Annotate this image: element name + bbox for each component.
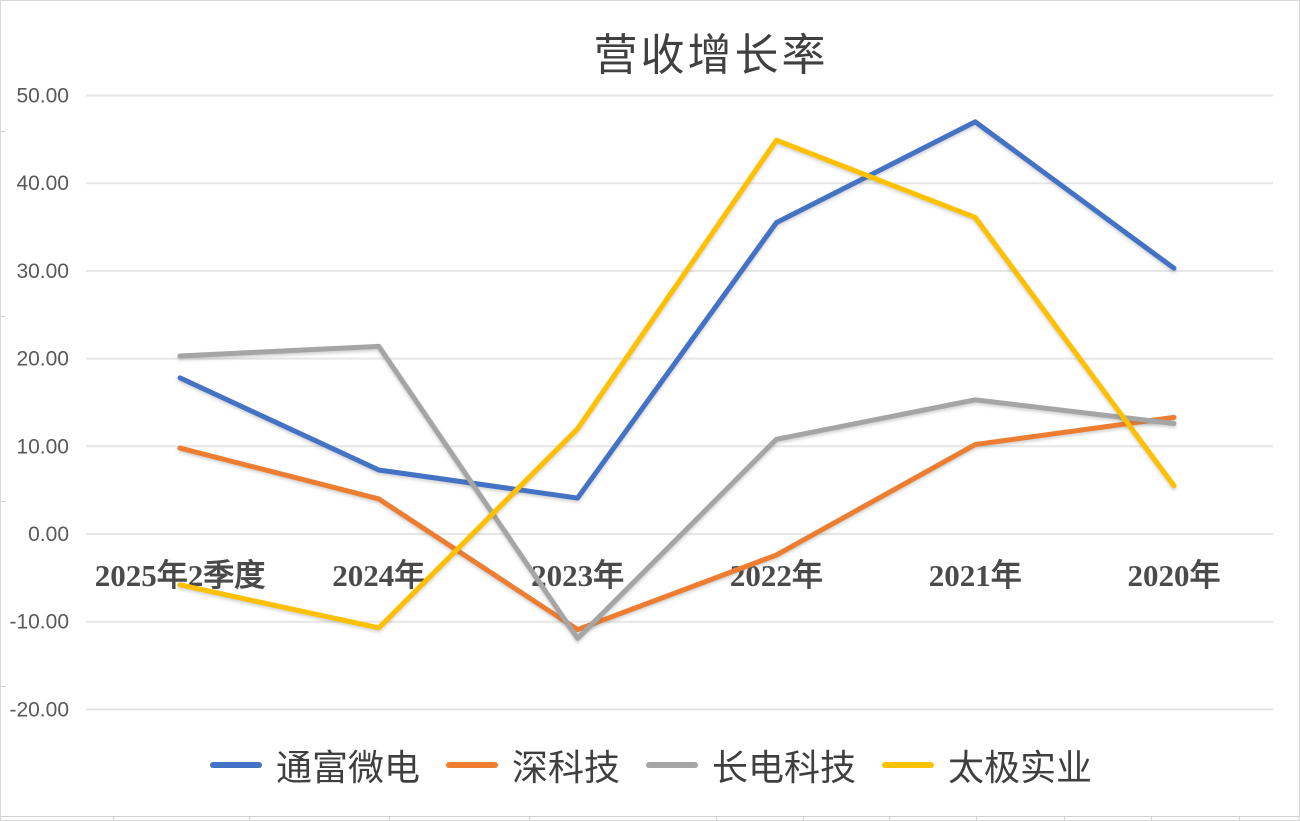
legend-item-通富微电: 通富微电 xyxy=(209,739,420,791)
worksheet-column-gridline-stub xyxy=(1064,817,1065,820)
x-axis-category-label: 2022年 xyxy=(730,558,823,593)
chart-legend: 通富微电 深科技 长电科技 太极实业 xyxy=(1,737,1299,793)
y-axis-tick-label: 30.00 xyxy=(16,260,69,283)
worksheet-column-gridline-stub xyxy=(889,817,890,820)
worksheet-row-gridline-stub xyxy=(1,316,5,317)
x-axis-category-label: 2024年 xyxy=(332,558,425,593)
legend-swatch-icon xyxy=(209,762,262,768)
worksheet-gridline-horizontal xyxy=(1,816,1299,817)
legend-swatch-icon xyxy=(445,762,498,768)
x-axis-category-label: 2023年 xyxy=(531,558,624,593)
legend-swatch-icon xyxy=(882,762,935,768)
y-axis-tick-label: 10.00 xyxy=(16,435,69,458)
legend-item-长电科技: 长电科技 xyxy=(646,739,856,791)
chart-title: 营收增长率 xyxy=(593,31,829,80)
x-axis-category-label: 2020年 xyxy=(1128,558,1221,593)
y-axis-tick-label: -10.00 xyxy=(9,611,69,634)
x-axis-category-label: 2025年2季度 xyxy=(95,558,266,593)
y-axis-tick-label: 0.00 xyxy=(28,523,69,546)
y-axis-tick-label: 20.00 xyxy=(16,348,69,371)
worksheet-row-gridline-stub xyxy=(1,686,5,687)
legend-item-深科技: 深科技 xyxy=(445,739,620,791)
worksheet-column-gridline-stub xyxy=(1239,817,1240,820)
legend-item-太极实业: 太极实业 xyxy=(882,739,1092,791)
series-line-通富微电 xyxy=(177,119,1177,501)
series-line-长电科技 xyxy=(177,343,1177,641)
worksheet-row-gridline-stub xyxy=(1,501,5,502)
y-axis-tick-label: -20.00 xyxy=(9,698,69,721)
worksheet-row-gridline-stub xyxy=(1,131,5,132)
legend-label: 长电科技 xyxy=(712,748,857,788)
worksheet-column-gridline-stub xyxy=(976,817,977,820)
worksheet-column-gridline-stub xyxy=(389,817,390,820)
legend-label: 深科技 xyxy=(511,748,620,788)
legend-label: 太极实业 xyxy=(948,748,1093,788)
worksheet-column-gridline-stub xyxy=(529,817,530,820)
series-line-太极实业 xyxy=(177,137,1177,631)
worksheet-column-gridline-stub xyxy=(249,817,250,820)
legend-swatch-icon xyxy=(646,762,698,768)
y-axis-tick-label: 50.00 xyxy=(16,85,69,108)
y-axis-tick-label: 40.00 xyxy=(16,172,69,195)
worksheet-column-gridline-stub xyxy=(803,817,804,820)
legend-label: 通富微电 xyxy=(275,748,420,788)
series-line-深科技 xyxy=(177,414,1177,633)
worksheet-column-gridline-stub xyxy=(113,817,114,820)
x-axis-category-label: 2021年 xyxy=(929,558,1022,593)
worksheet-column-gridline-stub xyxy=(1151,817,1152,820)
worksheet-column-gridline-stub xyxy=(716,817,717,820)
